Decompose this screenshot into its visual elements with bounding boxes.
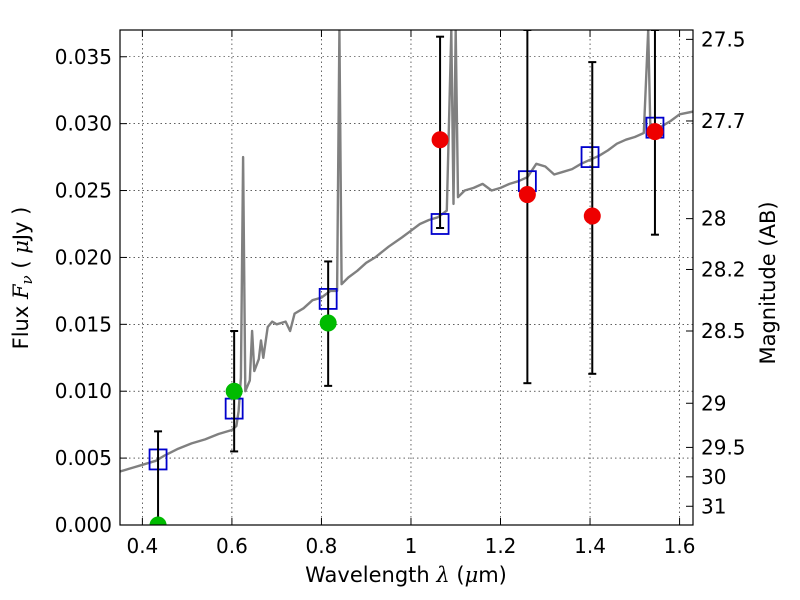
plot-frame bbox=[119, 29, 694, 526]
right-tick-label: 28.5 bbox=[701, 319, 746, 343]
x-tick-label: 1 bbox=[405, 534, 418, 558]
x-tick-label: 1.2 bbox=[485, 534, 517, 558]
x-tick-label: 0.6 bbox=[216, 534, 248, 558]
right-tick-label: 27.7 bbox=[701, 109, 746, 133]
right-tick-label: 29 bbox=[701, 391, 726, 415]
right-axis-label: Magnitude (AB) bbox=[756, 201, 780, 364]
x-tick-labels: 0.4 0.6 0.8 1 1.2 1.4 1.6 bbox=[126, 534, 695, 558]
right-tick-label: 28 bbox=[701, 207, 726, 231]
right-tick-label: 29.5 bbox=[701, 435, 746, 459]
data-layer bbox=[120, 30, 693, 525]
right-tick-label: 27.5 bbox=[701, 27, 746, 51]
y-axis-label: Flux Fν ( μJy ) bbox=[9, 207, 36, 350]
right-tick-labels: 27.5 27.7 28 28.2 28.5 29 29.5 30 31 bbox=[701, 27, 746, 518]
observed-detection-point bbox=[149, 516, 167, 525]
x-tick-label: 0.8 bbox=[306, 534, 338, 558]
right-tick-label: 28.2 bbox=[701, 257, 746, 281]
x-tick-label: 1.6 bbox=[664, 534, 696, 558]
observed-upper-point bbox=[518, 186, 536, 204]
right-tick-label: 30 bbox=[701, 465, 726, 489]
observed-upper-point bbox=[583, 207, 601, 225]
observed-detection-point bbox=[225, 382, 243, 400]
right-tick-label: 31 bbox=[701, 494, 726, 518]
y-tick-label: 0.010 bbox=[55, 379, 112, 403]
model-spectrum-line bbox=[120, 30, 693, 473]
y-tick-label: 0.020 bbox=[55, 245, 112, 269]
observed-detection-point bbox=[319, 314, 337, 332]
x-axis-label: Wavelength λ (μm) bbox=[305, 563, 507, 587]
y-tick-label: 0.000 bbox=[55, 513, 112, 537]
observed-upper-point bbox=[646, 123, 664, 141]
dot-layer bbox=[225, 123, 664, 400]
grid bbox=[120, 30, 693, 526]
y-tick-label: 0.035 bbox=[55, 45, 112, 69]
observed-upper-point bbox=[431, 131, 449, 149]
x-tick-label: 0.4 bbox=[126, 534, 158, 558]
y-tick-label: 0.015 bbox=[55, 312, 112, 336]
y-tick-label: 0.025 bbox=[55, 179, 112, 203]
y-tick-label: 0.030 bbox=[55, 112, 112, 136]
y-tick-labels: 0.000 0.005 0.010 0.015 0.020 0.025 0.030 0.035 bbox=[55, 45, 112, 537]
model-photometry-square bbox=[580, 146, 600, 168]
y-tick-label: 0.005 bbox=[55, 446, 112, 470]
x-tick-label: 1.4 bbox=[574, 534, 606, 558]
tick-marks bbox=[120, 30, 693, 526]
